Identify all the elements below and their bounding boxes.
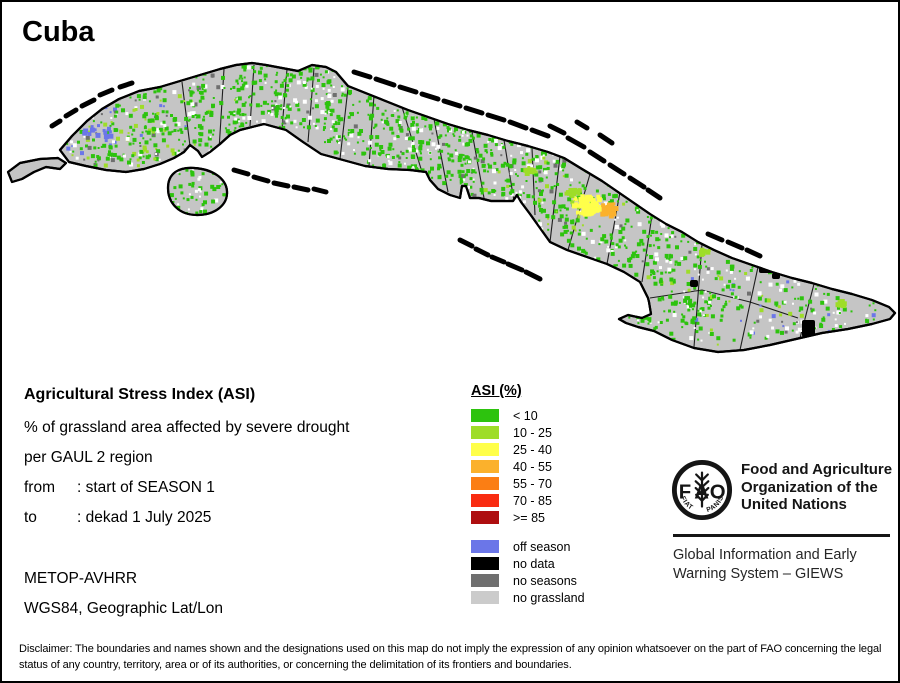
legend-swatch <box>471 494 499 507</box>
asi-heading: Agricultural Stress Index (ASI) <box>24 386 256 403</box>
legend-label: no seasons <box>513 573 577 588</box>
asi-region-line: per GAUL 2 region <box>24 449 153 466</box>
legend-label: 70 - 85 <box>513 493 552 508</box>
fao-org-line2: Organization of the <box>741 478 878 496</box>
legend: ASI (%) < 10 10 - 25 25 - 40 40 - 55 55 - 70… <box>471 383 585 606</box>
projection-label: WGS84, Geographic Lat/Lon <box>24 600 224 617</box>
giews-line1: Global Information and Early <box>673 547 857 563</box>
sensor-label: METOP-AVHRR <box>24 570 138 587</box>
legend-class-row: 40 - 55 <box>471 458 585 475</box>
disclaimer-text: Disclaimer: The boundaries and names sho… <box>19 643 882 671</box>
legend-swatch <box>471 540 499 553</box>
legend-swatch <box>471 557 499 570</box>
fao-org-line3: United Nations <box>741 496 847 513</box>
fao-letter-f: F <box>679 482 691 504</box>
period-to-line: to : dekad 1 July 2025 <box>24 509 349 539</box>
legend-extra-row: no grassland <box>471 589 585 606</box>
map-description: Agricultural Stress Index (ASI) % of gra… <box>24 386 349 539</box>
legend-label: 55 - 70 <box>513 476 552 491</box>
legend-extra-row: no seasons <box>471 572 585 589</box>
legend-class-list: < 10 10 - 25 25 - 40 40 - 55 55 - 70 70 - 85 >… <box>471 407 585 526</box>
legend-swatch <box>471 477 499 490</box>
legend-class-row: >= 85 <box>471 509 585 526</box>
fao-letter-o: O <box>710 482 726 504</box>
fao-org-name: Food and Agriculture Organization of the… <box>741 461 898 514</box>
source-block: METOP-AVHRR WGS84, Geographic Lat/Lon <box>24 570 223 630</box>
legend-class-row: < 10 <box>471 407 585 424</box>
legend-label: 10 - 25 <box>513 425 552 440</box>
asi-subtitle: % of grassland area affected by severe d… <box>24 419 350 436</box>
legend-extra-row: off season <box>471 538 585 555</box>
legend-label: no data <box>513 556 555 571</box>
page-title: Cuba <box>22 16 95 48</box>
to-label: to <box>24 509 37 526</box>
giews-line2: Warning System – GIEWS <box>673 566 844 582</box>
legend-label: 25 - 40 <box>513 442 552 457</box>
legend-label: 40 - 55 <box>513 459 552 474</box>
fao-logo-icon: F A O FIAT PANIS <box>671 459 733 521</box>
fao-divider <box>673 534 890 537</box>
legend-extra-row: no data <box>471 555 585 572</box>
legend-swatch <box>471 426 499 439</box>
legend-label: < 10 <box>513 408 538 423</box>
legend-extra-list: off season no data no seasons no grassland <box>471 538 585 606</box>
from-value: : start of SEASON 1 <box>77 479 215 496</box>
legend-swatch <box>471 574 499 587</box>
from-label: from <box>24 479 55 496</box>
to-value: : dekad 1 July 2025 <box>77 509 212 526</box>
legend-label: >= 85 <box>513 510 545 525</box>
legend-label: off season <box>513 539 571 554</box>
legend-swatch <box>471 443 499 456</box>
wheat-icon <box>694 471 710 508</box>
legend-class-row: 25 - 40 <box>471 441 585 458</box>
legend-title: ASI (%) <box>471 383 522 399</box>
legend-label: no grassland <box>513 590 585 605</box>
fao-org-line1: Food and Agriculture <box>741 461 893 478</box>
legend-class-row: 70 - 85 <box>471 492 585 509</box>
legend-swatch <box>471 591 499 604</box>
giews-label: Global Information and Early Warning Sys… <box>673 546 893 584</box>
legend-swatch <box>471 460 499 473</box>
legend-swatch <box>471 511 499 524</box>
legend-class-row: 10 - 25 <box>471 424 585 441</box>
legend-swatch <box>471 409 499 422</box>
legend-class-row: 55 - 70 <box>471 475 585 492</box>
period-from-line: from : start of SEASON 1 <box>24 479 349 509</box>
